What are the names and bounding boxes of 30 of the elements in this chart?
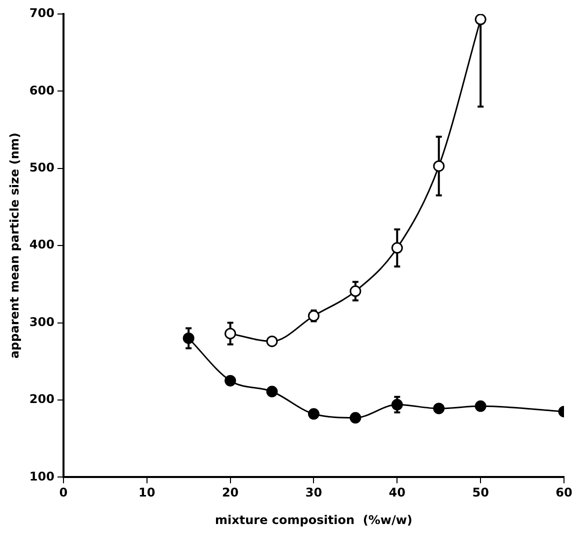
point [474,400,486,412]
y-tick-label: 500 [29,160,54,175]
y-tick-label: 700 [29,6,54,20]
point [350,412,362,424]
point [474,14,486,26]
x-axis-title: mixture composition (%w/w) [215,512,412,527]
point [182,332,194,344]
y-tick-label: 600 [29,83,54,98]
point [350,285,362,297]
y-axis-title: apparent mean particle size (nm) [7,132,22,359]
x-tick-label: 50 [472,486,489,500]
x-tick-label: 0 [59,486,68,500]
x-tick-label: 60 [556,486,572,500]
y-tick-label: 300 [29,314,54,329]
point [266,336,278,348]
x-tick-label: 40 [388,486,406,500]
y-tick-label: 200 [29,392,54,406]
x-tick-label: 30 [305,486,322,500]
x-tick-label: 20 [222,486,239,500]
point [391,398,403,410]
y-tick-label: 400 [29,238,54,252]
point [308,408,320,420]
x-tick-label: 10 [138,486,156,500]
y-tick-label: 100 [29,469,54,484]
point [224,374,236,386]
point [433,402,445,414]
point [433,160,445,172]
point [266,386,278,398]
point [391,242,403,254]
point [224,328,236,340]
